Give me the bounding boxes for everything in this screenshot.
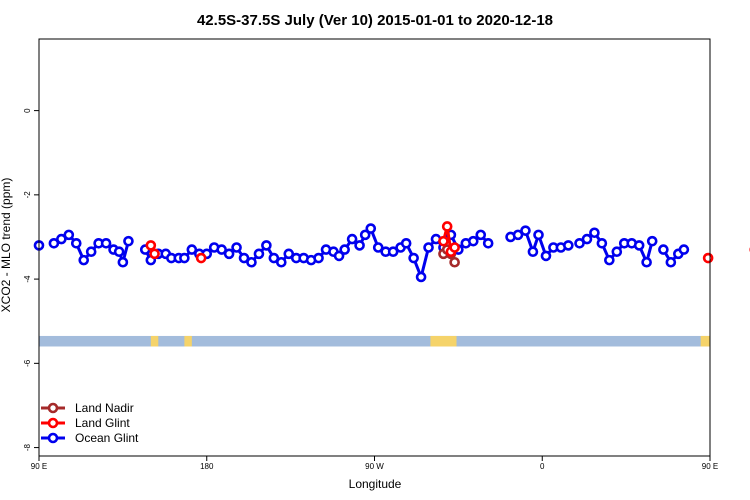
land-glint-point — [702, 252, 714, 264]
ocean-glint-point — [372, 242, 384, 253]
ocean-glint-point — [333, 250, 345, 262]
ocean-glint-point — [186, 244, 198, 255]
ocean-glint-point — [589, 227, 600, 239]
ocean-glint-point — [467, 235, 479, 247]
ocean-glint-point — [48, 237, 60, 249]
ocean-glint-point — [408, 252, 419, 264]
chart-title: 42.5S-37.5S July (Ver 10) 2015-01-01 to … — [197, 12, 553, 29]
land-surface-patch — [150, 335, 159, 347]
ocean-glint-point — [387, 246, 399, 258]
legend-ocean-glint-label: Ocean Glint — [75, 431, 139, 445]
x-tick-label: 90 E — [31, 462, 47, 471]
y-axis: 0 -2 -4 -6 -8 — [23, 108, 39, 451]
surface-type-band — [39, 335, 710, 347]
ocean-glint-point — [100, 237, 112, 249]
y-axis-label: XCO2 - MLO trend (ppm) — [0, 178, 13, 313]
ocean-glint-point — [581, 233, 593, 245]
ocean-glint-point — [540, 250, 552, 262]
ocean-glint-point — [63, 229, 75, 241]
ocean-glint-point — [400, 237, 412, 249]
ocean-surface-band — [39, 335, 710, 347]
ocean-glint-point — [179, 252, 190, 264]
ocean-glint-point — [415, 271, 427, 283]
y-tick-label: -8 — [23, 443, 32, 451]
ocean-glint-point — [253, 248, 265, 260]
y-tick-label: 0 — [23, 108, 32, 113]
ocean-glint-point — [604, 254, 615, 266]
ocean-glint-point — [423, 242, 434, 253]
ocean-glint-point — [633, 240, 645, 251]
ocean-glint-point — [365, 223, 377, 234]
land-glint-point — [195, 252, 207, 264]
ocean-glint-point — [346, 233, 358, 245]
x-tick-label: 180 — [200, 462, 214, 471]
legend-land-nadir-label: Land Nadir — [75, 401, 134, 415]
ocean-glint-point — [512, 229, 524, 241]
ocean-glint-point — [78, 254, 90, 266]
ocean-glint-point — [268, 252, 280, 264]
ocean-glint-point — [359, 229, 371, 241]
y-tick-label: -4 — [23, 275, 32, 283]
x-axis: 90 E 180 90 W 0 90 E — [31, 456, 718, 471]
series-land-glint — [145, 221, 750, 264]
ocean-glint-point — [641, 256, 652, 268]
land-glint-point — [449, 242, 460, 253]
series-ocean-glint — [33, 223, 690, 283]
ocean-glint-point — [238, 252, 250, 264]
land-glint-point — [149, 248, 160, 260]
ocean-glint-point — [611, 246, 623, 258]
legend-land-glint-marker — [47, 417, 59, 429]
ocean-glint-point — [527, 246, 539, 258]
ocean-glint-point — [596, 237, 608, 249]
ocean-glint-point — [231, 242, 242, 253]
ocean-glint-point — [646, 235, 658, 247]
ocean-glint-point — [563, 240, 574, 251]
ocean-glint-point — [313, 252, 324, 264]
ocean-glint-point — [56, 233, 67, 245]
land-glint-point — [441, 221, 453, 232]
ocean-glint-point — [533, 229, 544, 241]
x-tick-label: 90 E — [702, 462, 718, 471]
series-layer — [33, 221, 750, 283]
x-tick-label: 0 — [540, 462, 545, 471]
land-glint-point — [438, 235, 449, 247]
legend-land-nadir-marker — [47, 402, 59, 414]
land-surface-patch — [184, 335, 192, 347]
land-surface-patch — [700, 335, 710, 347]
ocean-glint-point — [283, 248, 295, 260]
ocean-glint-point — [678, 244, 690, 255]
ocean-glint-point — [665, 256, 677, 268]
ocean-glint-point — [574, 237, 585, 249]
ocean-glint-point — [261, 240, 272, 251]
land-glint-point — [145, 240, 157, 251]
land-nadir-point — [449, 256, 460, 268]
y-tick-label: -6 — [23, 359, 32, 367]
ocean-glint-point — [85, 246, 97, 258]
ocean-glint-point — [246, 256, 257, 268]
ocean-glint-point — [520, 225, 531, 236]
ocean-glint-point — [475, 229, 487, 241]
ocean-glint-point — [339, 244, 350, 255]
y-tick-label: -2 — [23, 191, 32, 199]
ocean-glint-point — [354, 240, 365, 251]
ocean-glint-point — [482, 237, 494, 249]
ocean-glint-point — [70, 237, 82, 249]
ocean-glint-point — [117, 256, 129, 268]
legend-ocean-glint-marker — [47, 432, 59, 444]
ocean-glint-point — [276, 256, 287, 268]
ocean-glint-point — [123, 235, 134, 247]
x-axis-label: Longitude — [349, 477, 402, 491]
ocean-glint-point — [216, 244, 227, 255]
legend-land-glint-label: Land Glint — [75, 416, 130, 430]
ocean-glint-point — [113, 246, 125, 258]
ocean-glint-point — [658, 244, 669, 255]
x-tick-label: 90 W — [365, 462, 384, 471]
ocean-glint-point — [223, 248, 235, 260]
land-surface-patch — [430, 335, 457, 347]
